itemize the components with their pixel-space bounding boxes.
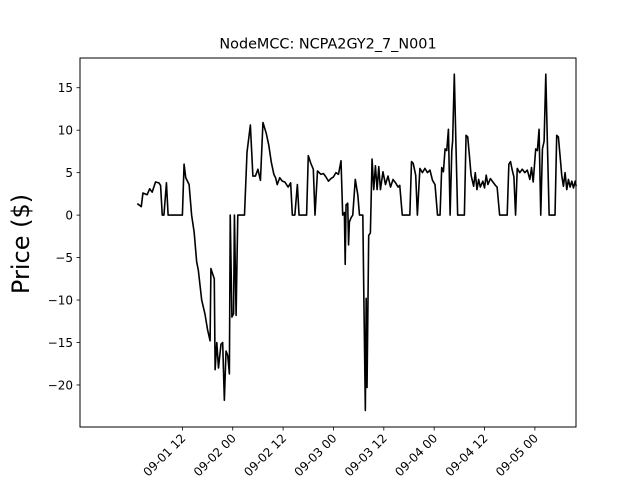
y-axis-label: Price ($) xyxy=(7,194,35,294)
y-tick-label: 10 xyxy=(58,123,73,137)
plot-area-frame xyxy=(79,57,577,428)
y-axis: 15 10 5 0 −5 −10 −15 −20 xyxy=(48,81,80,392)
series-layer xyxy=(136,73,577,412)
y-tick-label: 5 xyxy=(65,166,73,180)
y-tick-label: −10 xyxy=(48,293,73,307)
y-tick-label: −5 xyxy=(55,251,73,265)
series-line xyxy=(136,73,577,412)
y-tick-label: 15 xyxy=(58,81,73,95)
chart-title: NodeMCC: NCPA2GY2_7_N001 xyxy=(219,37,436,53)
y-tick-label: −15 xyxy=(48,336,73,350)
y-tick-label: 0 xyxy=(65,208,73,222)
y-tick-label: −20 xyxy=(48,378,73,392)
